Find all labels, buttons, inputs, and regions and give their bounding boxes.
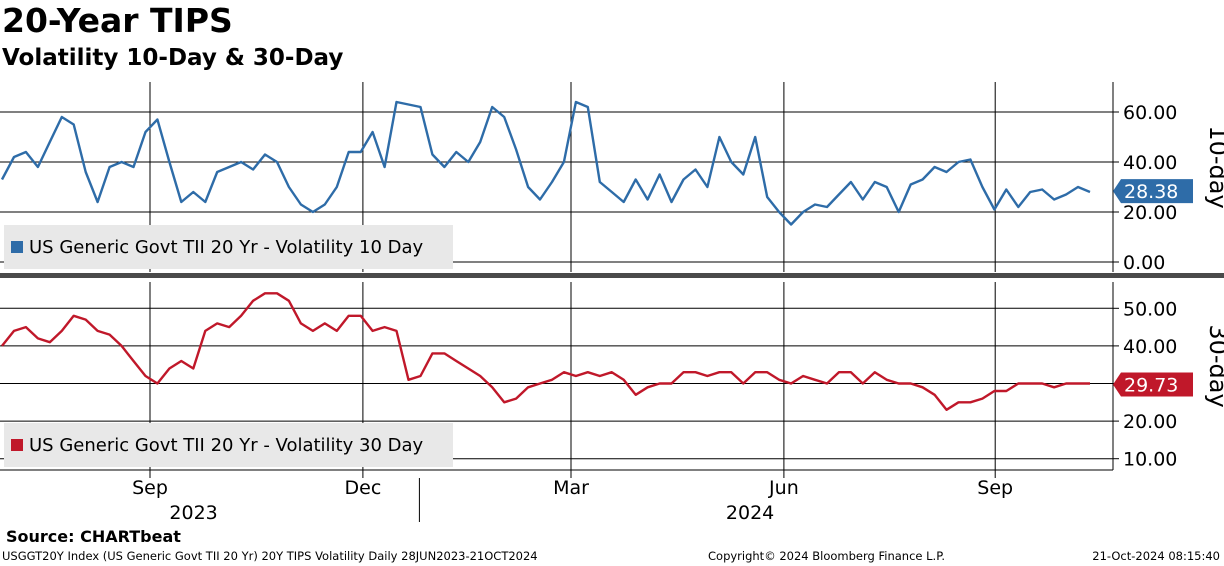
panel-separator: [0, 273, 1224, 278]
legend-box: [4, 225, 453, 269]
y-tick-label: 40.00: [1123, 336, 1177, 358]
x-tick-label: Sep: [977, 477, 1013, 499]
year-label: 2024: [726, 502, 774, 524]
y-tick-label: 50.00: [1123, 298, 1177, 320]
series-line-30-day: [1, 292, 1090, 411]
chart-subtitle: Volatility 10-Day & 30-Day: [2, 45, 344, 71]
y-tick-label: 60.00: [1123, 102, 1177, 124]
legend-swatch: [11, 439, 23, 451]
chart-area: 0.00 20.00 40.00 60.00 28.38 10-day US Generic…: [0, 82, 1224, 524]
x-tick-label: Dec: [345, 477, 382, 499]
legend-swatch: [11, 241, 23, 253]
x-tick-label: Jun: [768, 477, 799, 499]
y-tick-label: 10.00: [1123, 449, 1177, 471]
x-tick-label: Sep: [132, 477, 168, 499]
footer-copyright: Copyright© 2024 Bloomberg Finance L.P.: [708, 549, 945, 563]
source-note: Source: CHARTbeat: [6, 527, 181, 546]
last-value-tag: [1113, 372, 1193, 397]
legend-label: US Generic Govt TII 20 Yr - Volatility 3…: [29, 435, 424, 456]
year-label: 2023: [169, 502, 217, 524]
legend-label: US Generic Govt TII 20 Yr - Volatility 1…: [29, 237, 424, 258]
panel-label: 10-day: [1204, 125, 1224, 208]
last-value-label: 29.73: [1124, 375, 1178, 397]
panel-label: 30-day: [1204, 324, 1224, 407]
footer-timestamp: 21-Oct-2024 08:15:40: [1092, 549, 1220, 563]
y-tick-label: 20.00: [1123, 411, 1177, 433]
series-line-10-day: [0, 100, 1091, 226]
y-tick-label: 0.00: [1123, 252, 1165, 274]
last-value-label: 28.38: [1124, 181, 1178, 203]
x-tick-label: Mar: [553, 477, 589, 499]
footer-description: USGGT20Y Index (US Generic Govt TII 20 Y…: [2, 549, 538, 563]
chart-title: 20-Year TIPS: [2, 1, 233, 40]
y-tick-label: 20.00: [1123, 202, 1177, 224]
last-value-tag: [1113, 179, 1193, 204]
legend-box: [4, 423, 453, 467]
y-tick-label: 40.00: [1123, 152, 1177, 174]
